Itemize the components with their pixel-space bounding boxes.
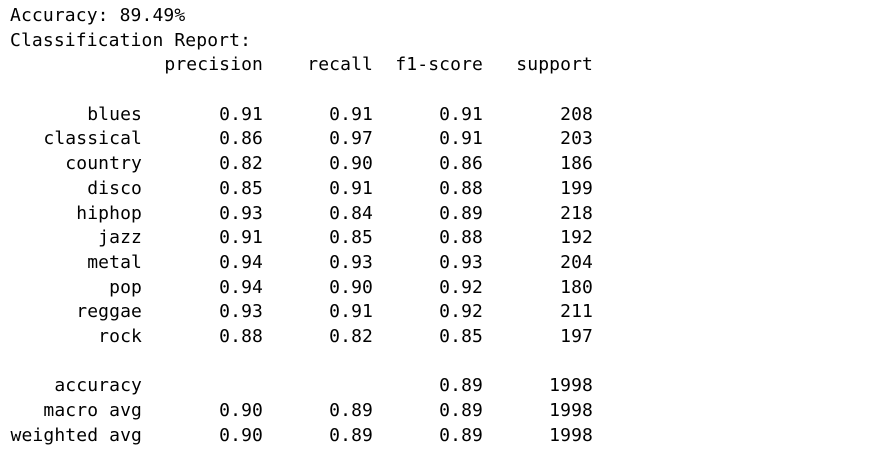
row-precision: 0.91 [219, 227, 263, 249]
row-support: 203 [560, 128, 593, 150]
row-label: jazz [98, 227, 142, 249]
row-precision: 0.88 [219, 325, 263, 347]
row-f1-score: 0.89 [439, 400, 483, 421]
row-support: 1998 [549, 424, 593, 446]
row-precision: 0.90 [219, 400, 263, 421]
row-label: hiphop [76, 202, 142, 224]
report-row: metal 0.94 0.93 0.93 204 [10, 251, 593, 276]
row-precision: 0.86 [219, 128, 263, 150]
report-title: Classification Report: [10, 29, 252, 51]
row-f1-score: 0.91 [439, 128, 483, 150]
row-precision: 0.91 [219, 103, 263, 125]
row-precision: 0.94 [219, 251, 263, 273]
blank-line [10, 350, 593, 375]
header-support: support [516, 54, 593, 76]
row-f1-score: 0.89 [439, 375, 483, 397]
row-f1-score: 0.86 [439, 153, 483, 175]
report-row: accuracy 0.89 1998 [10, 374, 593, 399]
report-header-row: precision recall f1-score support [10, 53, 593, 78]
report-row: country 0.82 0.90 0.86 186 [10, 152, 593, 177]
header-recall: recall [307, 54, 373, 76]
row-recall: 0.91 [329, 301, 373, 323]
header-precision: precision [164, 54, 263, 76]
row-support: 197 [560, 325, 593, 347]
class-rows: blues 0.91 0.91 0.91 208 classical 0.86 0.97 0.9… [10, 103, 593, 350]
report-row: weighted avg 0.90 0.89 0.89 1998 [10, 424, 593, 449]
row-recall: 0.91 [329, 177, 373, 199]
notebook-output: Accuracy: 89.49% Classification Report: … [10, 4, 593, 448]
row-label: rock [98, 325, 142, 347]
row-precision: 0.93 [219, 301, 263, 323]
row-label: accuracy [54, 375, 142, 397]
row-recall: 0.90 [329, 153, 373, 175]
report-row: hiphop 0.93 0.84 0.89 218 [10, 202, 593, 227]
row-f1-score: 0.89 [439, 202, 483, 224]
row-precision: 0.94 [219, 276, 263, 298]
row-recall: 0.90 [329, 276, 373, 298]
row-support: 199 [560, 177, 593, 199]
row-support: 1998 [549, 375, 593, 397]
report-row: reggae 0.93 0.91 0.92 211 [10, 300, 593, 325]
row-recall: 0.89 [329, 400, 373, 421]
row-label: blues [87, 103, 142, 125]
row-f1-score: 0.92 [439, 301, 483, 323]
row-label: reggae [76, 301, 142, 323]
report-row: pop 0.94 0.90 0.92 180 [10, 276, 593, 301]
accuracy-line: Accuracy: 89.49% [10, 5, 186, 26]
row-recall: 0.85 [329, 227, 373, 249]
row-support: 211 [560, 301, 593, 323]
row-support: 204 [560, 251, 593, 273]
row-f1-score: 0.91 [439, 103, 483, 125]
row-precision: 0.82 [219, 153, 263, 175]
row-support: 192 [560, 227, 593, 249]
blank-line [10, 78, 593, 103]
row-precision: 0.93 [219, 202, 263, 224]
report-row: blues 0.91 0.91 0.91 208 [10, 103, 593, 128]
row-recall: 0.82 [329, 325, 373, 347]
row-label: classical [43, 128, 142, 150]
report-row: jazz 0.91 0.85 0.88 192 [10, 226, 593, 251]
row-support: 1998 [549, 400, 593, 421]
summary-rows: accuracy 0.89 1998 macro avg 0.90 0.89 0.89 199… [10, 374, 593, 448]
report-row: rock 0.88 0.82 0.85 197 [10, 325, 593, 350]
report-row: disco 0.85 0.91 0.88 199 [10, 177, 593, 202]
row-label: pop [109, 276, 142, 298]
row-support: 180 [560, 276, 593, 298]
row-label: country [65, 153, 142, 175]
row-precision: 0.85 [219, 177, 263, 199]
row-support: 208 [560, 103, 593, 125]
row-f1-score: 0.89 [439, 424, 483, 446]
row-label: weighted avg [10, 424, 142, 446]
report-row: macro avg 0.90 0.89 0.89 1998 [10, 399, 593, 424]
row-f1-score: 0.92 [439, 276, 483, 298]
row-support: 218 [560, 202, 593, 224]
row-f1-score: 0.93 [439, 251, 483, 273]
row-f1-score: 0.88 [439, 177, 483, 199]
row-recall: 0.91 [329, 103, 373, 125]
row-recall: 0.97 [329, 128, 373, 150]
row-recall: 0.84 [329, 202, 373, 224]
report-row: classical 0.86 0.97 0.91 203 [10, 127, 593, 152]
row-label: metal [87, 251, 142, 273]
row-label: macro avg [43, 400, 142, 421]
row-recall: 0.93 [329, 251, 373, 273]
row-support: 186 [560, 153, 593, 175]
row-recall: 0.89 [329, 424, 373, 446]
row-label: disco [87, 177, 142, 199]
row-f1-score: 0.85 [439, 325, 483, 347]
row-precision: 0.90 [219, 424, 263, 446]
header-f1-score: f1-score [395, 54, 483, 76]
row-f1-score: 0.88 [439, 227, 483, 249]
